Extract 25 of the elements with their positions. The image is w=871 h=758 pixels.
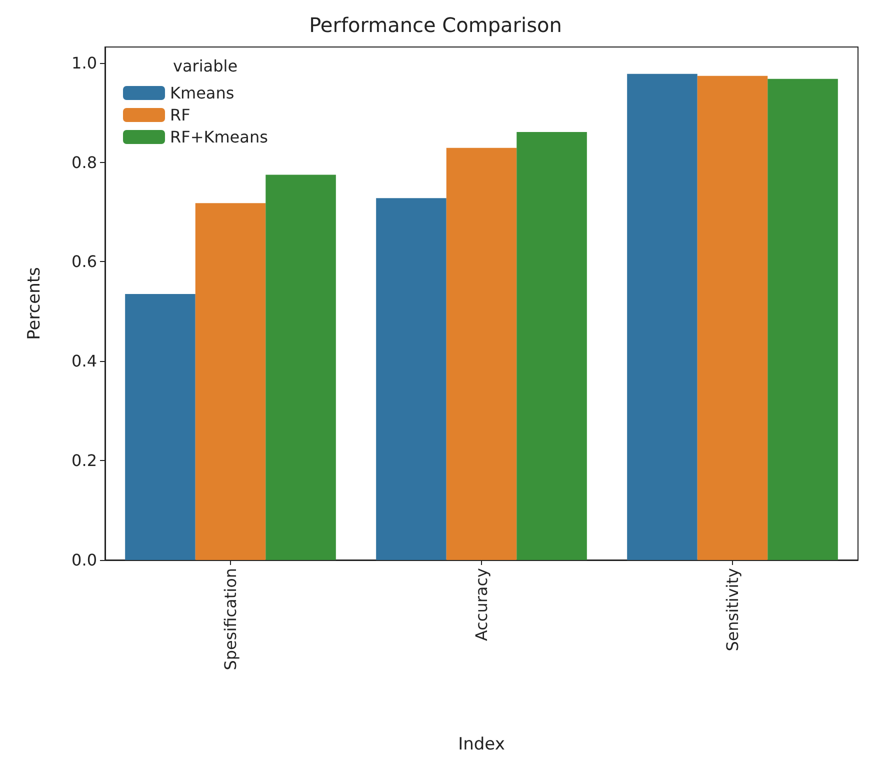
y-tick-label: 0.6 [72, 252, 97, 272]
legend-label: Kmeans [170, 84, 234, 102]
bar [516, 132, 587, 560]
bar [446, 148, 517, 560]
bar [125, 294, 196, 560]
legend-label: RF+Kmeans [170, 128, 268, 146]
bar [627, 74, 698, 560]
bar [195, 203, 266, 560]
chart-title: Performance Comparison [309, 13, 562, 37]
legend-title: variable [173, 56, 238, 76]
bar [768, 78, 838, 560]
x-tick-label: Accuracy [472, 568, 491, 642]
y-tick-label: 1.0 [72, 53, 97, 72]
legend-label: RF [170, 106, 190, 124]
y-tick-label: 0.2 [72, 451, 97, 470]
y-tick-label: 0.0 [72, 550, 97, 570]
y-tick-label: 0.8 [72, 152, 97, 172]
bar [266, 174, 336, 560]
y-tick-label: 0.4 [72, 352, 97, 371]
bar [376, 198, 446, 560]
bar [697, 76, 768, 560]
x-tick-label: Spesification [221, 568, 240, 670]
x-tick-label: Sensitivity [723, 568, 742, 652]
x-axis-title: Index [458, 734, 505, 754]
y-axis-title: Percents [24, 266, 44, 340]
